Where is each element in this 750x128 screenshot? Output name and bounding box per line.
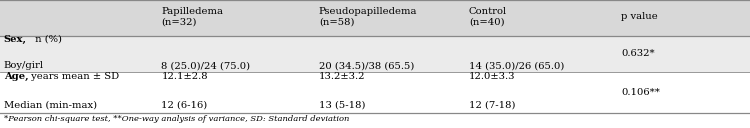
Text: Sex,: Sex, <box>4 35 27 44</box>
Text: Age,: Age, <box>4 72 28 81</box>
Text: 12 (6-16): 12 (6-16) <box>161 100 208 109</box>
Text: 0.106**: 0.106** <box>621 88 660 97</box>
Text: Boy/girl: Boy/girl <box>4 61 44 70</box>
Text: *Pearson chi-square test, **One-way analysis of variance, SD: Standard deviation: *Pearson chi-square test, **One-way anal… <box>4 115 349 123</box>
Text: 12.0±3.3: 12.0±3.3 <box>469 72 515 81</box>
Text: 20 (34.5)/38 (65.5): 20 (34.5)/38 (65.5) <box>319 61 414 70</box>
Bar <box>0 72 750 113</box>
Text: 13.2±3.2: 13.2±3.2 <box>319 72 365 81</box>
Text: 0.632*: 0.632* <box>621 49 655 58</box>
Text: years mean ± SD: years mean ± SD <box>28 72 120 81</box>
Text: n (%): n (%) <box>32 35 62 44</box>
Text: Papilledema
(n=32): Papilledema (n=32) <box>161 7 224 27</box>
Bar <box>0 36 750 72</box>
Text: 8 (25.0)/24 (75.0): 8 (25.0)/24 (75.0) <box>161 61 250 70</box>
Text: Pseudopapilledema
(n=58): Pseudopapilledema (n=58) <box>319 7 417 27</box>
Text: 13 (5-18): 13 (5-18) <box>319 100 365 109</box>
Text: p value: p value <box>621 12 658 21</box>
Bar <box>0 0 750 36</box>
Text: 12.1±2.8: 12.1±2.8 <box>161 72 208 81</box>
Text: 12 (7-18): 12 (7-18) <box>469 100 515 109</box>
Text: Control
(n=40): Control (n=40) <box>469 7 507 27</box>
Text: 14 (35.0)/26 (65.0): 14 (35.0)/26 (65.0) <box>469 61 564 70</box>
Text: Median (min-max): Median (min-max) <box>4 100 97 109</box>
